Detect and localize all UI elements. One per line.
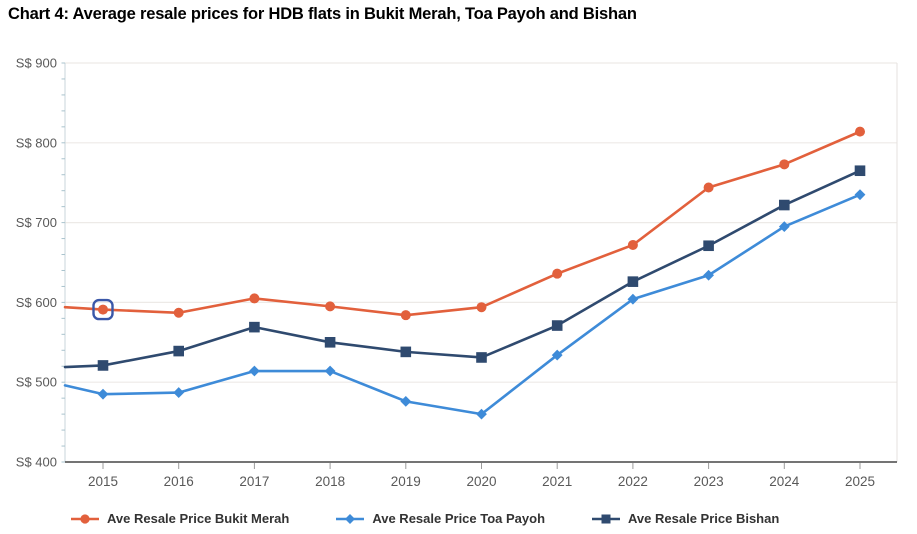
legend-item-bukit-merah[interactable]: Ave Resale Price Bukit Merah [70, 511, 289, 526]
series-markers-bukit-merah[interactable] [98, 126, 865, 321]
data-point[interactable] [854, 165, 866, 177]
selected-point-highlight[interactable] [92, 298, 114, 321]
data-point[interactable] [173, 307, 184, 318]
legend-item-bishan[interactable]: Ave Resale Price Bishan [591, 511, 779, 526]
legend-label: Ave Resale Price Bukit Merah [107, 511, 290, 526]
data-point[interactable] [400, 395, 412, 407]
series-line-toa-payoh [63, 193, 862, 416]
y-axis-tick-label: S$ 500 [16, 375, 57, 390]
data-point[interactable] [97, 360, 109, 371]
x-axis-tick-label: 2015 [88, 474, 118, 489]
legend-label: Ave Resale Price Bishan [628, 511, 780, 526]
x-axis-tick-label: 2021 [542, 474, 572, 489]
data-point[interactable] [779, 199, 790, 211]
data-point[interactable] [627, 239, 638, 250]
series-markers-bishan[interactable] [97, 165, 866, 371]
data-point[interactable] [324, 365, 336, 377]
data-point[interactable] [173, 345, 184, 357]
data-point[interactable] [551, 349, 563, 361]
data-point[interactable] [249, 293, 260, 304]
data-point[interactable] [400, 346, 412, 358]
legend-item-toa-payoh[interactable]: Ave Resale Price Toa Payoh [335, 511, 545, 526]
x-axis-tick-label: 2019 [391, 474, 421, 489]
data-point[interactable] [324, 337, 336, 348]
data-point[interactable] [400, 310, 411, 321]
data-point[interactable] [855, 126, 865, 137]
series-line-bukit-merah [63, 130, 862, 317]
line-chart: S$ 400 S$ 500 S$ 600 S$ 700 S$ 800 S$ 900 2015… [16, 56, 898, 489]
x-axis-tick-label: 2020 [466, 474, 496, 489]
chart-legend: Ave Resale Price Bukit Merah Ave Resale P… [70, 511, 779, 526]
legend-marker-square-icon [592, 514, 621, 523]
legend-label: Ave Resale Price Toa Payoh [372, 511, 546, 526]
x-axis-tick-label: 2022 [618, 474, 648, 489]
data-point[interactable] [627, 276, 639, 287]
y-axis-tick-label: S$ 700 [16, 215, 57, 230]
data-point[interactable] [703, 240, 714, 252]
y-axis-tick-label: S$ 900 [16, 56, 57, 71]
data-point[interactable] [98, 304, 108, 315]
x-axis-tick-label: 2023 [694, 474, 724, 489]
chart-title: Chart 4: Average resale prices for HDB f… [8, 5, 637, 23]
legend-marker-diamond-icon [336, 513, 365, 524]
data-point[interactable] [476, 352, 487, 363]
data-point[interactable] [551, 320, 563, 331]
y-axis-tick-label: S$ 400 [16, 455, 57, 470]
data-point[interactable] [552, 268, 563, 279]
data-point[interactable] [703, 182, 714, 193]
x-axis: 2015 2016 2017 2018 2019 2020 2021 2022 2023 2024… [65, 461, 897, 489]
data-point[interactable] [703, 269, 714, 281]
data-point[interactable] [627, 293, 639, 305]
gridlines [65, 62, 897, 383]
data-point[interactable] [325, 301, 336, 312]
x-axis-tick-label: 2025 [845, 474, 875, 489]
series-markers-toa-payoh[interactable] [97, 189, 866, 420]
series-line-bishan [63, 169, 862, 369]
data-point[interactable] [173, 387, 185, 398]
data-point[interactable] [476, 302, 487, 313]
data-point[interactable] [778, 221, 790, 232]
y-axis-tick-label: S$ 800 [16, 135, 57, 150]
y-axis: S$ 400 S$ 500 S$ 600 S$ 700 S$ 800 S$ 900 [16, 56, 66, 470]
x-axis-tick-label: 2016 [164, 474, 194, 489]
x-axis-tick-label: 2017 [239, 474, 269, 489]
data-point[interactable] [854, 189, 866, 201]
data-point[interactable] [476, 408, 487, 420]
data-point[interactable] [249, 321, 260, 333]
data-point[interactable] [779, 159, 790, 170]
x-axis-tick-label: 2024 [769, 474, 800, 489]
legend-marker-circle-icon [71, 513, 99, 524]
data-point[interactable] [249, 365, 260, 377]
data-point[interactable] [97, 388, 109, 400]
y-axis-tick-label: S$ 600 [16, 295, 57, 310]
x-axis-tick-label: 2018 [315, 474, 345, 489]
